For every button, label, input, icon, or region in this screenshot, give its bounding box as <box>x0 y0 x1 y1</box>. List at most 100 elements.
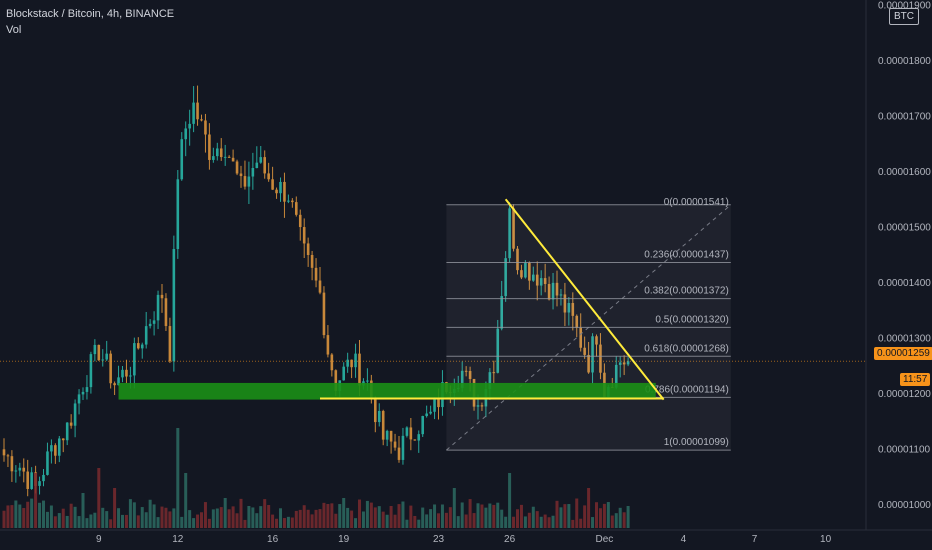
x-tick-label: 7 <box>752 534 758 545</box>
candle-body <box>618 362 622 365</box>
volume-bar <box>571 519 575 528</box>
candle-body <box>460 370 464 388</box>
candle-body <box>622 362 626 365</box>
volume-bar <box>69 503 73 528</box>
volume-bar <box>409 505 413 528</box>
volume-bar <box>535 511 539 528</box>
volume-bar <box>117 508 121 528</box>
volume-bar <box>433 504 437 528</box>
candle-body <box>81 391 85 395</box>
x-tick-label: 26 <box>504 534 516 545</box>
candle-body <box>492 372 496 374</box>
candle-body <box>346 359 349 367</box>
volume-bar <box>460 502 464 528</box>
volume-bar <box>452 488 456 528</box>
candle-body <box>468 370 472 379</box>
candle-body <box>204 120 207 135</box>
volume-bar <box>192 518 196 528</box>
candle-body <box>50 445 53 452</box>
volume-bar <box>77 516 81 528</box>
volume-bar <box>45 511 49 528</box>
candle-body <box>137 343 140 349</box>
volume-bar <box>519 504 523 528</box>
candle-body <box>520 270 523 278</box>
volume-bar <box>144 512 148 528</box>
y-tick-label: 0.00001100 <box>878 445 931 456</box>
descending-trendline <box>504 198 665 401</box>
candle-body <box>243 176 247 187</box>
volume-bar <box>484 507 488 528</box>
volume-bar <box>196 514 200 528</box>
volume-bar <box>575 498 579 528</box>
candle-body <box>255 162 259 168</box>
volume-bar <box>626 506 630 528</box>
volume-bar <box>444 512 448 528</box>
candle-body <box>140 344 144 349</box>
candle-body <box>393 441 397 448</box>
volume-bar <box>361 511 365 528</box>
volume-bar <box>211 509 215 528</box>
candle-body <box>421 416 424 435</box>
candle-body <box>2 449 6 456</box>
fib-level-label: 1(0.00001099) <box>664 437 729 448</box>
volume-bar <box>622 512 626 528</box>
volume-bar <box>417 519 421 528</box>
volume-bar <box>156 517 160 528</box>
volume-indicator-label[interactable]: Vol <box>6 24 22 36</box>
volume-bar <box>531 506 535 528</box>
volume-bar <box>298 509 302 528</box>
candle-body <box>575 315 579 328</box>
volume-bar <box>14 500 18 528</box>
volume-bar <box>405 519 409 528</box>
candle-body <box>188 123 191 129</box>
candle-body <box>318 280 322 293</box>
candle-body <box>539 278 543 286</box>
volume-bar <box>188 510 192 528</box>
volume-bar <box>235 513 239 528</box>
volume-bar <box>18 504 22 528</box>
candle-body <box>298 214 302 228</box>
y-tick-label: 0.00001400 <box>878 278 931 289</box>
volume-bar <box>215 508 219 528</box>
volume-bar <box>81 493 85 528</box>
candle-body <box>543 278 547 285</box>
candle-body <box>148 323 152 327</box>
volume-bar <box>397 504 401 528</box>
candle-body <box>61 438 65 441</box>
candle-body <box>283 181 286 202</box>
fib-level-label: 0.382(0.00001372) <box>644 286 729 297</box>
volume-bar <box>587 488 591 528</box>
candle-body <box>377 410 381 423</box>
volume-bar <box>318 509 322 528</box>
volume-bar <box>326 503 330 528</box>
volume-bar <box>267 505 271 528</box>
candle-body <box>287 200 290 202</box>
volume-bar <box>310 514 314 528</box>
volume-bar <box>389 506 393 528</box>
volume-bar <box>168 511 172 528</box>
volume-bar <box>203 502 207 528</box>
candle-body <box>89 354 93 388</box>
currency-button[interactable]: BTC <box>889 8 919 25</box>
volume-bar <box>255 513 259 528</box>
candle-body <box>192 102 195 124</box>
volume-bar <box>393 514 397 528</box>
candle-body <box>302 227 306 244</box>
volume-bar <box>259 506 263 528</box>
candle-body <box>101 359 105 361</box>
volume-bar <box>595 502 598 528</box>
candle-body <box>160 294 164 299</box>
volume-bar <box>6 505 10 528</box>
volume-bar <box>53 516 57 528</box>
volume-bar <box>512 516 516 528</box>
volume-bar <box>184 473 188 528</box>
volume-bar <box>243 519 247 528</box>
volume-bar <box>282 518 286 528</box>
candle-body <box>595 336 598 345</box>
candle-body <box>437 397 440 408</box>
volume-bar <box>231 506 235 528</box>
volume-bar <box>223 498 227 528</box>
candle-body <box>512 208 515 249</box>
volume-bar <box>160 506 164 528</box>
